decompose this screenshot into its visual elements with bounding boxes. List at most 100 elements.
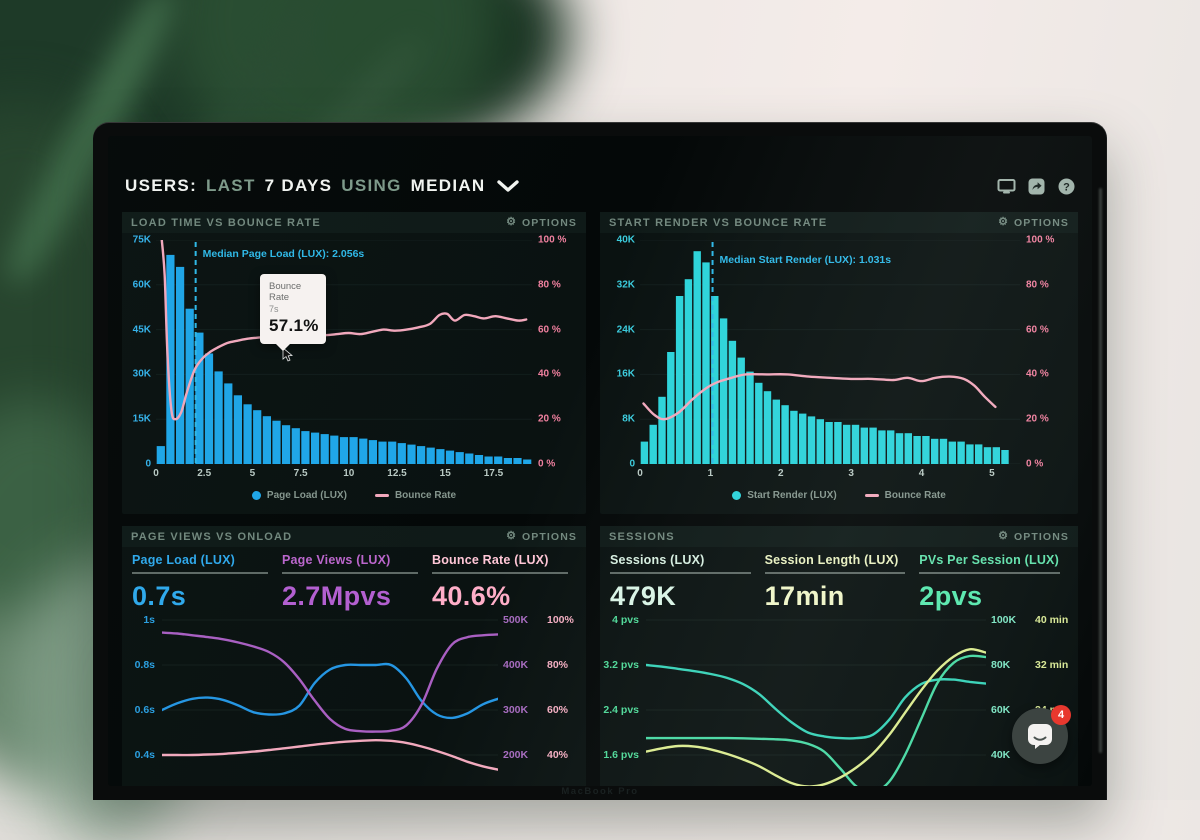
line-plot[interactable] xyxy=(646,612,986,786)
histogram-plot[interactable]: Median Start Render (LUX): 1.031s xyxy=(640,240,1020,464)
metric-value: 0.7s xyxy=(132,581,187,611)
series-line-Page Views (LUX) xyxy=(162,631,498,733)
legend-start-render[interactable]: Start Render (LUX) xyxy=(732,490,837,501)
panel-title: PAGE VIEWS VS ONLOAD xyxy=(131,530,293,543)
axis-tick-label: 60 % xyxy=(1026,324,1049,336)
axis-tick-label: 8K xyxy=(622,413,635,425)
axis-tick-label: 4 pvs xyxy=(612,614,639,626)
metric: Page Views (LUX) 2.7Mpvs xyxy=(281,553,432,612)
axis-tick-label: 0 % xyxy=(1026,458,1044,470)
axis-tick-label: 100% xyxy=(547,614,574,626)
axis-tick-label: 80 % xyxy=(538,279,561,291)
line-plot[interactable] xyxy=(162,612,498,786)
axis-tick-label: 40K xyxy=(991,749,1011,761)
share-icon[interactable] xyxy=(1027,178,1046,195)
metric-label: Page Views (LUX) xyxy=(281,553,391,567)
legend-label: Start Render (LUX) xyxy=(747,490,837,501)
options-button[interactable]: ⚙ OPTIONS xyxy=(506,217,577,229)
y-axis-left-seconds: 1s 0.8s 0.6s 0.4s xyxy=(122,612,162,786)
metric: Page Load (LUX) 0.7s xyxy=(132,553,282,612)
x-axis-seconds: 0 2.5 5 7.5 10 12.5 15 17.5 xyxy=(153,468,532,482)
legend-bounce-rate[interactable]: Bounce Rate xyxy=(864,490,946,501)
options-label: OPTIONS xyxy=(1014,216,1069,229)
metric-summary-row: Page Load (LUX) 0.7s Page Views (LUX) 2.7Mp… xyxy=(132,553,582,612)
sessions-lines xyxy=(646,619,986,786)
axis-tick-label: 32 min xyxy=(1035,659,1069,671)
axis-tick-label: 60% xyxy=(547,704,569,716)
chevron-down-icon[interactable] xyxy=(496,179,519,193)
series-line-Session Length (LUX) xyxy=(646,648,986,786)
x-axis-seconds: 0 1 2 3 4 5 xyxy=(637,468,1020,482)
axis-tick-label: 100 % xyxy=(1026,234,1055,246)
legend-line-swatch xyxy=(864,494,879,497)
load-time-histogram xyxy=(156,240,532,464)
panel-start-render-vs-bounce-rate: START RENDER VS BOUNCE RATE ⚙ OPTIONS 40… xyxy=(600,212,1078,514)
metric: Session Length (LUX) 17min xyxy=(764,553,920,612)
y-axis-right-bounce: 100 % 80 % 60 % 40 % 20 % 0 % xyxy=(1020,235,1070,470)
median-annotation: Median Start Render (LUX): 1.031s xyxy=(719,254,892,266)
title-users: USERS: xyxy=(125,176,198,195)
options-button[interactable]: ⚙ OPTIONS xyxy=(506,531,577,543)
axis-tick-label: 1 xyxy=(707,468,714,479)
metric-label: Sessions (LUX) xyxy=(610,553,705,567)
axis-tick-label: 40K xyxy=(616,234,635,246)
gear-icon: ⚙ xyxy=(506,530,518,542)
options-label: OPTIONS xyxy=(1014,530,1069,543)
options-button[interactable]: ⚙ OPTIONS xyxy=(998,531,1069,543)
chat-smile-icon xyxy=(1028,724,1052,749)
legend-dot-swatch xyxy=(251,491,261,500)
options-button[interactable]: ⚙ OPTIONS xyxy=(998,217,1069,229)
axis-tick-label: 0 xyxy=(145,458,151,470)
axis-tick-label: 400K xyxy=(503,659,529,671)
axis-tick-label: 0.6s xyxy=(134,704,155,716)
axis-tick-label: 17.5 xyxy=(483,468,504,479)
options-label: OPTIONS xyxy=(522,216,577,229)
tooltip-value: 57.1% xyxy=(269,316,319,335)
axis-tick-label: 20 % xyxy=(1026,413,1049,425)
axis-tick-label: 2.4 pvs xyxy=(603,704,639,716)
axis-tick-label: 7.5 xyxy=(293,468,308,479)
mouse-cursor-icon xyxy=(282,348,293,362)
chat-unread-badge: 4 xyxy=(1051,705,1071,725)
series-line-Page Load (LUX) xyxy=(162,662,498,720)
metric-value: 2.7Mpvs xyxy=(281,581,392,611)
panel-title: START RENDER VS BOUNCE RATE xyxy=(609,216,828,229)
axis-tick-label: 15K xyxy=(132,413,151,425)
axis-tick-label: 75K xyxy=(132,234,151,246)
axis-tick-label: 1.6 pvs xyxy=(603,749,639,761)
metric-label: Session Length (LUX) xyxy=(764,553,899,567)
legend-label: Bounce Rate xyxy=(884,490,946,501)
histogram-bars xyxy=(156,254,532,464)
bezel-reflection xyxy=(1099,188,1102,753)
axis-tick-label: 15 xyxy=(439,468,451,479)
axis-tick-label: 60 % xyxy=(538,324,561,336)
metric: Bounce Rate (LUX) 40.6% xyxy=(431,553,582,612)
axis-tick-label: 0 % xyxy=(538,458,556,470)
metric-summary-row: Sessions (LUX) 479K Session Length (LUX) 17… xyxy=(610,553,1074,612)
series-line-Sessions (LUX) xyxy=(646,654,986,786)
panel-load-time-vs-bounce-rate: LOAD TIME VS BOUNCE RATE ⚙ OPTIONS 75K 60… xyxy=(122,212,586,514)
axis-tick-label: 300K xyxy=(503,704,529,716)
dashboard-title-bar[interactable]: USERS: LAST 7 DAYS USING MEDIAN xyxy=(125,176,519,196)
axis-tick-label: 40 % xyxy=(538,368,561,380)
median-annotation: Median Page Load (LUX): 2.056s xyxy=(202,248,365,260)
axis-tick-label: 12.5 xyxy=(387,468,407,479)
legend-bounce-rate[interactable]: Bounce Rate xyxy=(374,490,456,501)
legend-line-swatch xyxy=(374,494,389,497)
histogram-plot[interactable]: Median Page Load (LUX): 2.056s Bounce Ra… xyxy=(156,240,532,464)
axis-tick-label: 100K xyxy=(991,614,1017,626)
metric-label: Page Load (LUX) xyxy=(132,553,236,567)
axis-tick-label: 40 min xyxy=(1035,614,1069,626)
axis-tick-label: 5 xyxy=(989,468,995,479)
axis-tick-label: 20 % xyxy=(538,413,561,425)
axis-tick-label: 24K xyxy=(616,324,635,336)
axis-tick-label: 2 xyxy=(777,468,784,479)
help-icon[interactable]: ? xyxy=(1057,178,1076,195)
tooltip-x-value: 7s xyxy=(269,304,279,314)
y-axis-right-pageviews: 500K 400K 300K 200K xyxy=(498,612,542,786)
legend-page-load[interactable]: Page Load (LUX) xyxy=(251,490,347,501)
chat-widget-button[interactable]: 4 xyxy=(1012,705,1071,764)
laptop-frame: USERS: LAST 7 DAYS USING MEDIAN ? LOAD T… xyxy=(93,122,1107,800)
display-icon[interactable] xyxy=(997,178,1016,195)
metric: Sessions (LUX) 479K xyxy=(610,553,765,612)
